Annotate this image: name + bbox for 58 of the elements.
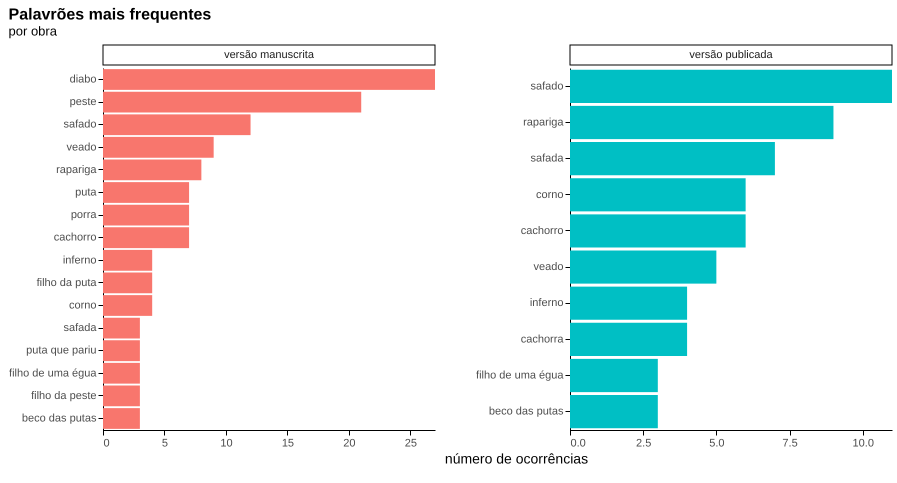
- x-tick-label: 2.5: [636, 438, 652, 450]
- y-tick-label: puta que pariu: [26, 344, 96, 357]
- y-tick-label: filho de uma égua: [476, 369, 564, 382]
- y-tick-label: cachorra: [520, 333, 564, 346]
- bar: [570, 214, 746, 248]
- bar: [103, 136, 214, 158]
- bar: [570, 322, 688, 356]
- y-tick-label: veado: [66, 141, 96, 154]
- y-tick-label: filho da peste: [31, 390, 96, 402]
- chart-subtitle: por obra: [8, 24, 58, 38]
- bar: [570, 250, 716, 284]
- bar: [103, 227, 190, 248]
- x-tick-label: 25: [404, 438, 418, 450]
- x-tick-label: 7.5: [782, 438, 798, 450]
- bar: [103, 114, 251, 136]
- y-tick-label: beco das putas: [22, 412, 97, 424]
- y-tick-label: cachorro: [54, 232, 96, 244]
- y-tick-label: rapariga: [56, 164, 98, 176]
- x-axis-title: número de ocorrências: [444, 450, 588, 466]
- chart-title: Palavrões mais frequentes: [8, 6, 212, 24]
- y-tick-label: safado: [63, 118, 96, 131]
- y-tick-label: safado: [530, 80, 564, 92]
- bar: [570, 70, 892, 104]
- x-tick-label: 10: [220, 438, 233, 450]
- y-tick-label: filho da puta: [36, 276, 98, 289]
- y-tick-label: safada: [63, 322, 98, 334]
- bar: [570, 286, 688, 320]
- x-tick-label: 0: [104, 438, 110, 450]
- y-tick-label: corno: [536, 188, 564, 201]
- x-tick-label: 5: [162, 438, 168, 450]
- y-tick-label: safada: [530, 152, 564, 165]
- bar: [103, 340, 140, 362]
- x-tick-label: 0.0: [570, 438, 586, 450]
- bar: [570, 178, 746, 212]
- x-tick-label: 15: [282, 438, 294, 450]
- text: versão manuscrita: [224, 49, 315, 61]
- y-tick-label: filho de uma égua: [9, 367, 98, 380]
- y-tick-label: diabo: [70, 74, 96, 86]
- y-tick-label: rapariga: [523, 116, 564, 129]
- x-tick-label: 5.0: [709, 438, 725, 450]
- x-tick-label: 10.0: [852, 438, 874, 450]
- y-tick-label: inferno: [62, 254, 96, 266]
- y-tick-label: corno: [68, 299, 96, 312]
- bar: [570, 394, 658, 428]
- bar: [103, 250, 152, 271]
- y-tick-label: inferno: [530, 297, 564, 310]
- y-tick-label: peste: [70, 96, 96, 108]
- y-tick-label: puta: [75, 186, 98, 199]
- y-tick-label: cachorro: [520, 224, 564, 237]
- bar: [570, 106, 834, 140]
- y-tick-label: beco das putas: [488, 406, 564, 418]
- bar: [570, 358, 658, 392]
- bar: [570, 142, 775, 176]
- x-tick-label: 20: [343, 438, 356, 450]
- y-tick-label: porra: [70, 209, 98, 222]
- bar: [103, 362, 140, 384]
- y-tick-label: veado: [534, 261, 564, 274]
- text: versão publicada: [689, 49, 774, 61]
